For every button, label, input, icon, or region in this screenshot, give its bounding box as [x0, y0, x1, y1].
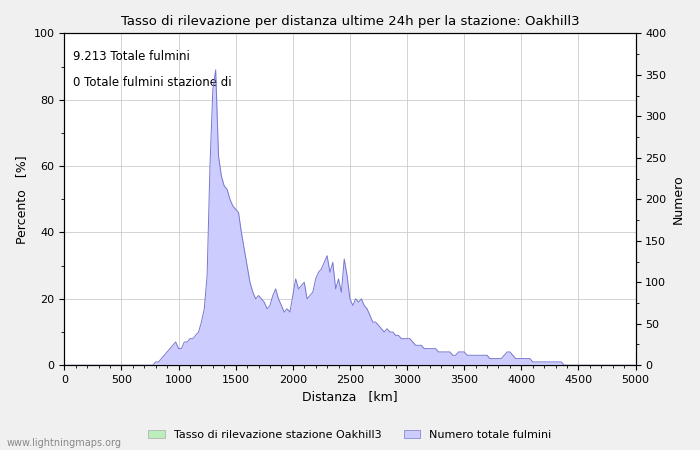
Y-axis label: Percento   [%]: Percento [%] [15, 155, 28, 243]
Text: 9.213 Totale fulmini: 9.213 Totale fulmini [73, 50, 190, 63]
Text: 0 Totale fulmini stazione di: 0 Totale fulmini stazione di [73, 76, 232, 90]
X-axis label: Distanza   [km]: Distanza [km] [302, 391, 398, 404]
Legend: Tasso di rilevazione stazione Oakhill3, Numero totale fulmini: Tasso di rilevazione stazione Oakhill3, … [144, 425, 556, 445]
Title: Tasso di rilevazione per distanza ultime 24h per la stazione: Oakhill3: Tasso di rilevazione per distanza ultime… [120, 15, 580, 28]
Text: www.lightningmaps.org: www.lightningmaps.org [7, 438, 122, 448]
Y-axis label: Numero: Numero [672, 175, 685, 224]
